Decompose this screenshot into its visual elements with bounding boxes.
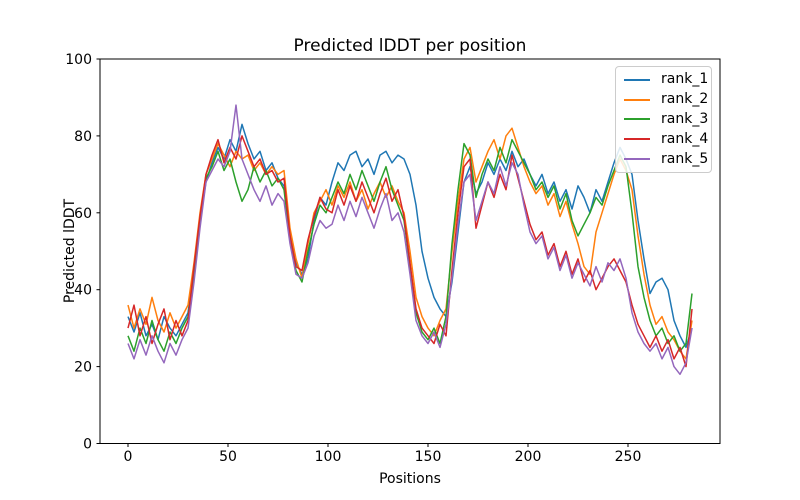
x-tick-label: 250 [615, 449, 642, 465]
axes: 0 50 100 150 200 250 0 20 40 60 80 100 [65, 52, 721, 465]
legend: rank_1 rank_2 rank_3 rank_4 rank_5 [615, 66, 712, 173]
y-tick-label: 100 [65, 52, 92, 68]
chart-title: Predicted lDDT per position [293, 36, 527, 56]
y-tick-label: 20 [74, 360, 92, 376]
x-tick-label: 0 [124, 449, 133, 465]
y-tick-label: 80 [74, 129, 92, 145]
series-line-rank_3 [127, 138, 693, 352]
legend-line-icon [624, 158, 650, 161]
series-lines [127, 104, 693, 376]
series-line-rank_5 [127, 104, 693, 376]
x-tick-label: 150 [415, 449, 442, 465]
y-tick-label: 60 [74, 206, 92, 222]
y-tick-label: 0 [83, 437, 92, 453]
series-line-rank_2 [127, 127, 693, 360]
legend-entry-rank_1: rank_1 [616, 72, 711, 87]
legend-entry-rank_5: rank_5 [616, 150, 711, 167]
legend-label: rank_3 [661, 110, 709, 127]
x-tick-label: 200 [515, 449, 542, 465]
y-axis-label: Predicted lDDT [62, 198, 78, 304]
legend-entry-rank_3: rank_3 [616, 110, 711, 127]
legend-label: rank_2 [661, 91, 709, 108]
legend-line-icon [624, 98, 650, 101]
y-tick-label: 40 [74, 283, 92, 299]
legend-line-icon [624, 138, 650, 141]
legend-line-icon [624, 78, 650, 81]
legend-label: rank_4 [661, 130, 709, 147]
legend-entry-rank_4: rank_4 [616, 130, 711, 147]
series-line-rank_4 [127, 135, 693, 368]
x-tick-label: 100 [315, 449, 342, 465]
legend-line-icon [624, 118, 650, 121]
x-tick-label: 50 [219, 449, 237, 465]
x-axis-label: Positions [379, 471, 441, 487]
legend-label: rank_1 [661, 71, 709, 88]
legend-entry-rank_2: rank_2 [616, 92, 711, 107]
legend-label: rank_5 [661, 150, 709, 167]
axes-spines [99, 58, 721, 444]
